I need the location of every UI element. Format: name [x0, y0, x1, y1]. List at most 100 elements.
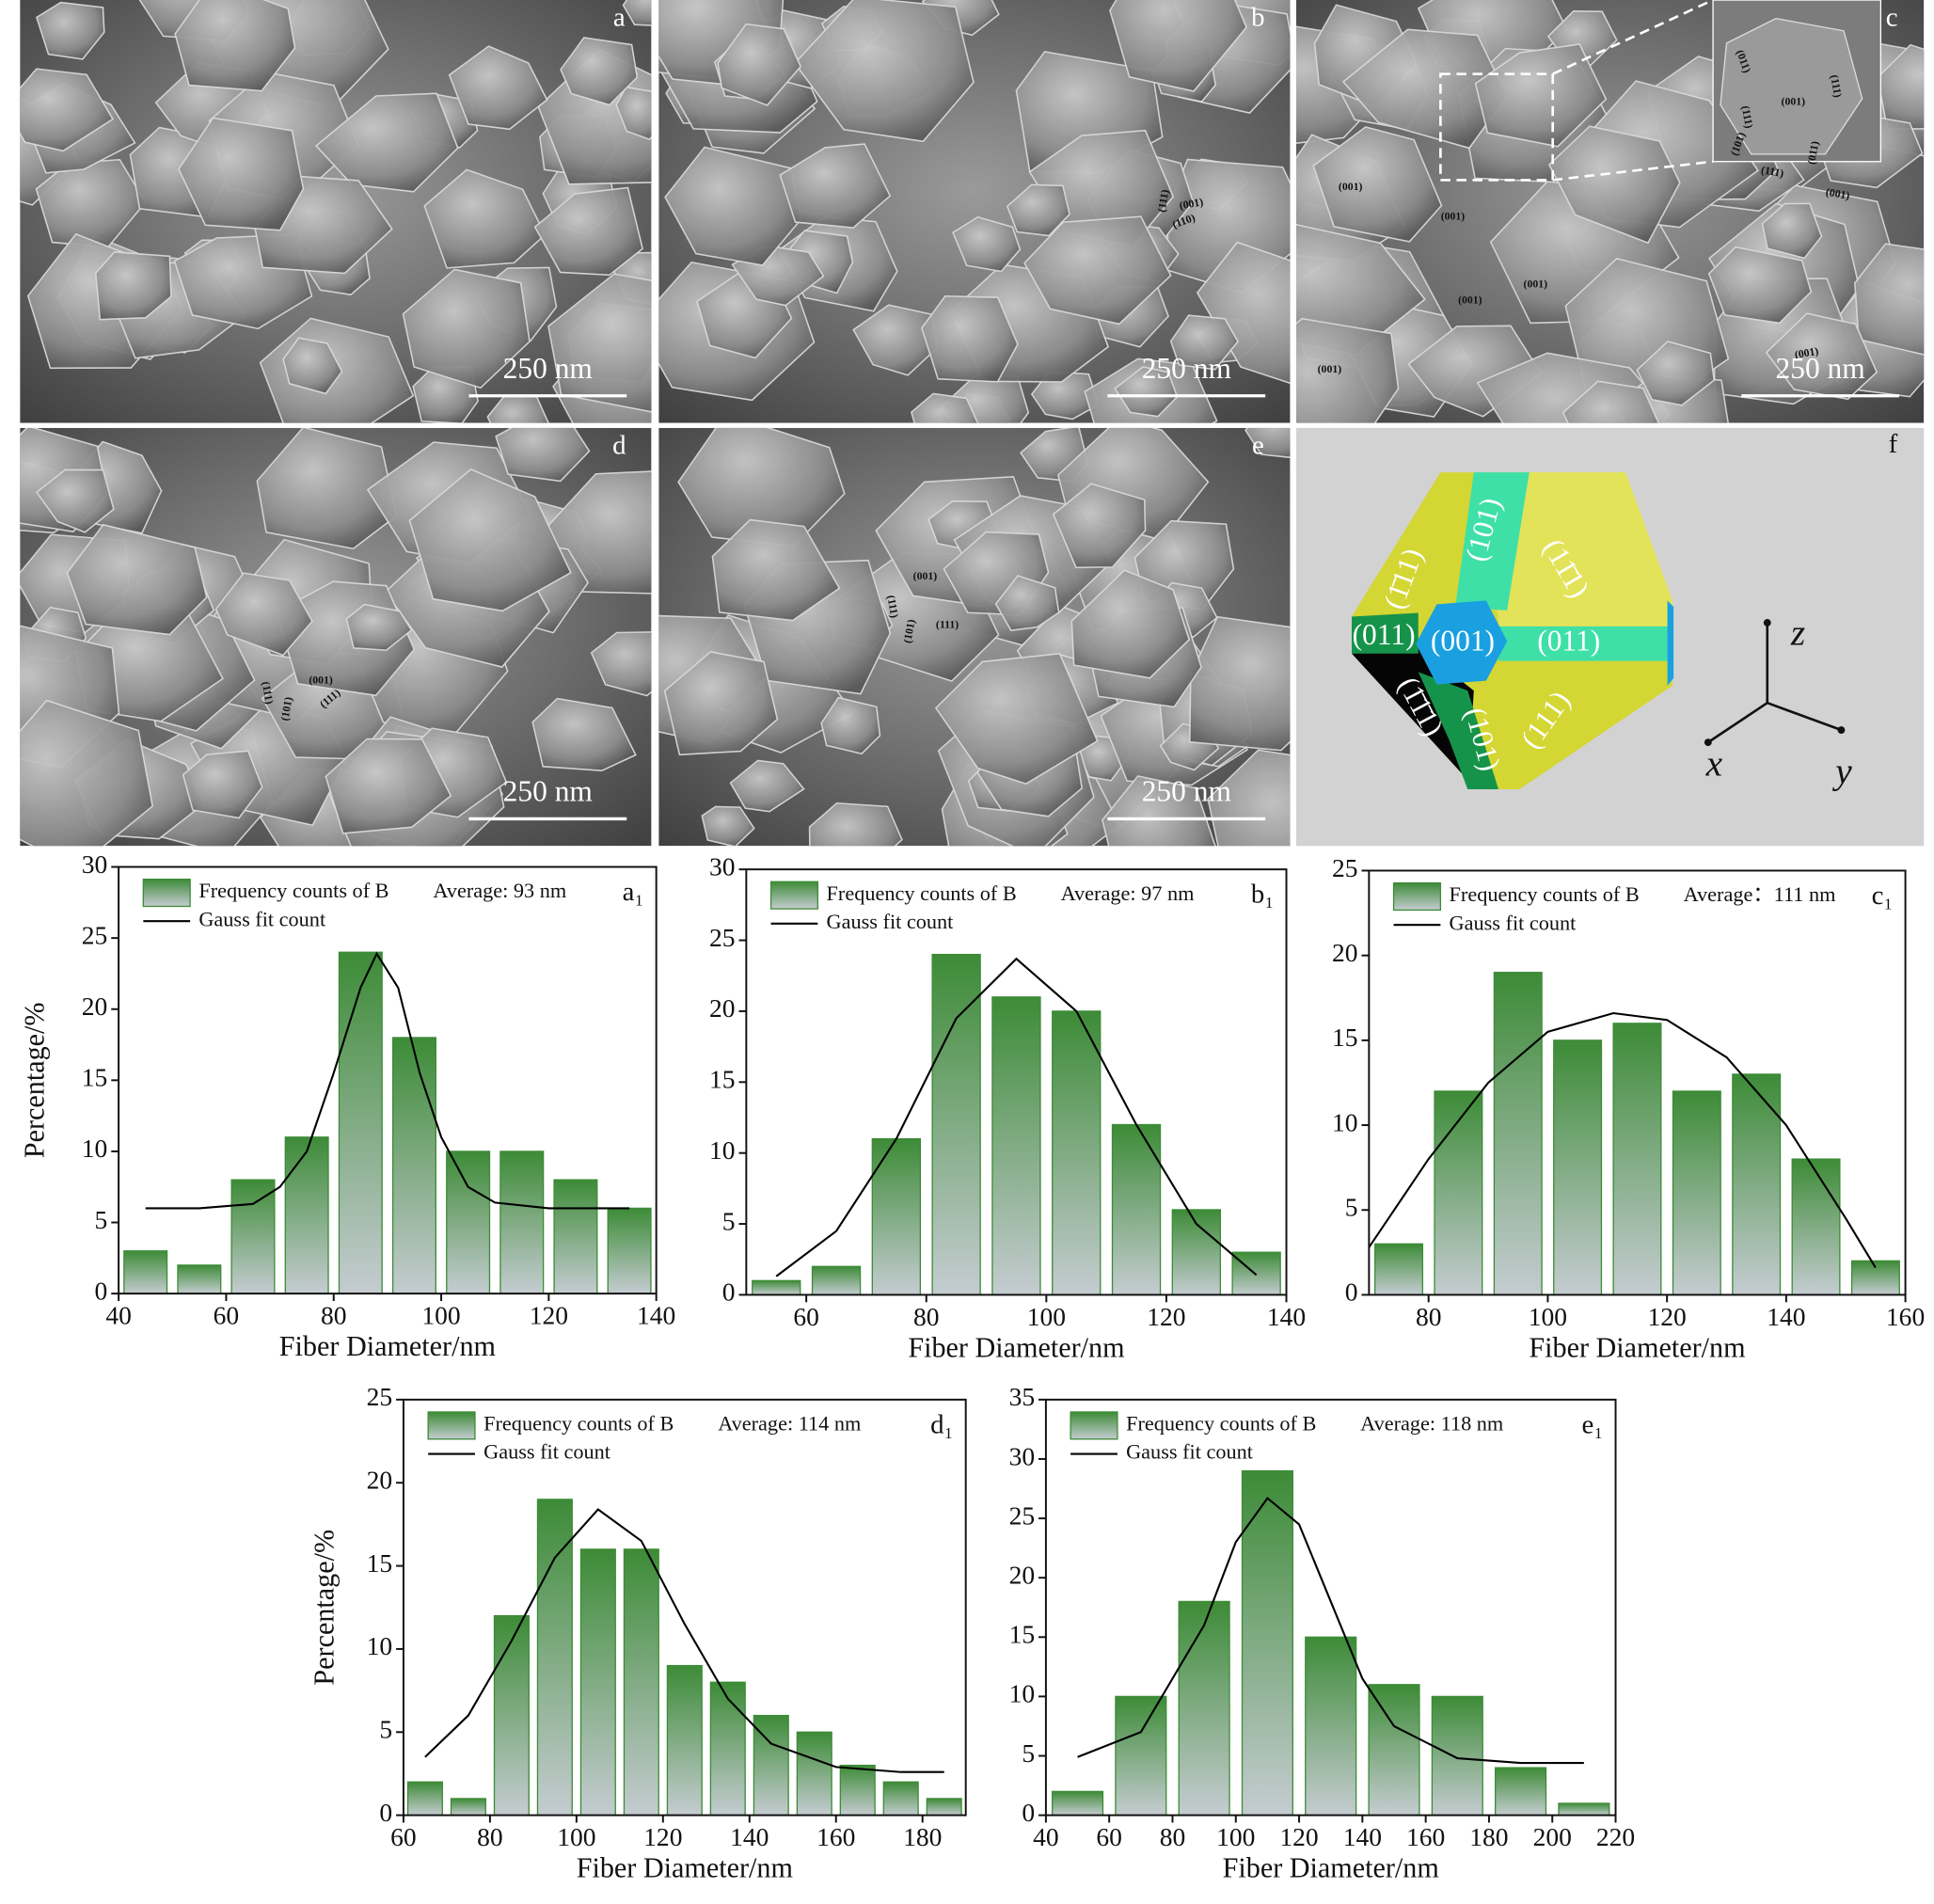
bar: [1305, 1636, 1357, 1817]
grain: [1207, 749, 1291, 847]
grain: [1244, 427, 1291, 459]
bar: [1368, 1684, 1420, 1817]
x-tick-label: 80: [1416, 1302, 1442, 1331]
x-tick-label: 120: [1648, 1302, 1687, 1331]
y-tick-label: 25: [1332, 853, 1358, 882]
y-tick-label: 5: [379, 1715, 392, 1744]
facet-label: (111): [884, 595, 901, 619]
grain: [182, 750, 263, 819]
bar: [1612, 1023, 1662, 1296]
bar: [1553, 1039, 1603, 1296]
grain: [1854, 243, 1925, 356]
facet-label: (111): [1760, 163, 1784, 180]
y-tick-label: 10: [1009, 1679, 1036, 1708]
bar: [839, 1764, 876, 1817]
y-tick-label: 25: [82, 920, 108, 949]
grain: [1169, 314, 1239, 371]
facet-label: (001): [1179, 195, 1205, 212]
grain: [1052, 483, 1147, 569]
grain: [808, 801, 903, 847]
x-tick-label: 180: [903, 1822, 942, 1851]
y-tick-label: 15: [709, 1065, 736, 1094]
facet-label: (001): [309, 673, 333, 686]
grain: [174, 0, 296, 92]
grain: [35, 468, 115, 533]
y-tick-label: 10: [367, 1631, 393, 1660]
bar: [446, 1150, 491, 1294]
grain: [779, 143, 892, 229]
panel-label: d₁: [930, 1409, 953, 1439]
grain: [1114, 366, 1179, 418]
x-tick-label: 60: [214, 1301, 240, 1330]
panel-label: d: [612, 430, 626, 460]
y-tick-label: 35: [1009, 1382, 1036, 1411]
facet-yellow-light: [1495, 472, 1672, 627]
grain: [910, 392, 979, 423]
bar: [752, 1279, 801, 1296]
grain: [934, 653, 1099, 785]
x-tick-label: 120: [1279, 1822, 1318, 1851]
bar: [1558, 1802, 1610, 1817]
x-tick-label: 140: [1767, 1302, 1805, 1331]
y-tick-label: 5: [722, 1206, 736, 1235]
x-tick-label: 180: [1469, 1822, 1508, 1851]
arrow-head: [1704, 738, 1712, 747]
panel-label: c₁: [1872, 881, 1894, 911]
grain: [1636, 341, 1716, 406]
x-tick-label: 100: [421, 1301, 460, 1330]
y-tick-label: 15: [1332, 1023, 1358, 1052]
axis-arrow: [1707, 702, 1768, 744]
bar: [1111, 1123, 1162, 1296]
grain: [1707, 246, 1813, 325]
plot-frame: [1368, 869, 1907, 1296]
scale-bar-label: 250 nm: [1142, 774, 1231, 807]
axis-arrow: [1767, 701, 1842, 732]
inset-grain: [1720, 17, 1863, 155]
facet-label: (011): [1537, 624, 1600, 657]
x-tick-label: 40: [1033, 1822, 1059, 1851]
grain: [20, 699, 154, 847]
sem-image: [20, 0, 652, 423]
facet-dark-green: [1351, 612, 1419, 654]
facet-label: (101): [900, 618, 917, 644]
x-tick-label: 40: [105, 1301, 132, 1330]
legend-swatch: [427, 1411, 476, 1440]
grain: [66, 523, 208, 636]
grain: [256, 427, 398, 550]
facet-label: (001): [1524, 278, 1548, 291]
facet-label: (111): [1154, 188, 1171, 213]
x-axis-label: Fiber Diameter/nm: [279, 1330, 496, 1362]
bar: [579, 1548, 616, 1817]
bar: [338, 951, 383, 1294]
y-tick-label: 25: [367, 1382, 393, 1411]
bar: [123, 1250, 168, 1294]
bar: [991, 996, 1041, 1296]
facet-label: (001): [913, 569, 938, 582]
fit-curve: [1368, 1011, 1877, 1269]
sem-image: (011)(111)(001)(101)(111)(011)(111)(001)…: [1296, 0, 1925, 423]
facet-label: (011): [1353, 618, 1416, 651]
grain: [1765, 312, 1879, 401]
grain: [1196, 241, 1291, 385]
bar: [1178, 1600, 1230, 1817]
grain: [1070, 569, 1191, 679]
grain: [94, 251, 172, 321]
grain: [178, 117, 305, 231]
bar: [391, 1037, 436, 1294]
y-tick-label: 5: [1345, 1193, 1358, 1222]
axis-name: y: [1831, 750, 1852, 791]
y-tick-label: 5: [95, 1205, 108, 1234]
y-tick-label: 15: [1009, 1620, 1036, 1649]
grain: [1006, 183, 1070, 237]
bar: [811, 1265, 862, 1296]
bar: [177, 1264, 222, 1294]
grain: [531, 697, 637, 771]
legend-label: Frequency counts of B: [484, 1411, 674, 1435]
panel-label: a₁: [623, 877, 644, 907]
bar: [796, 1731, 832, 1817]
bar: [607, 1207, 652, 1294]
legend-label: Frequency counts of B: [1126, 1411, 1316, 1435]
bar: [493, 1614, 530, 1817]
bar: [1231, 1251, 1281, 1296]
